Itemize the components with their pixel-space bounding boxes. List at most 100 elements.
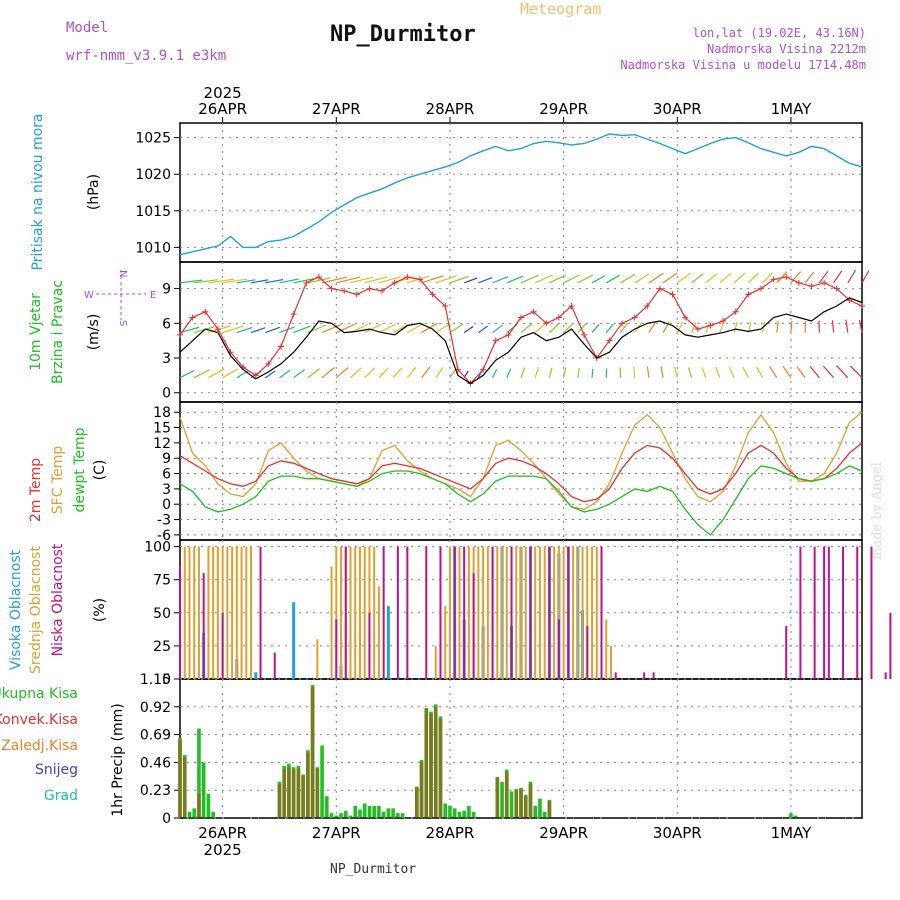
top-day-label: 29APR [539,100,588,118]
wind-arrow [463,326,474,334]
wind-gust-marker [656,285,663,292]
cloud-bar-niska [335,619,338,679]
wind-gust-marker [442,302,449,309]
label-temp-unit: (C) [92,460,108,481]
wind-arrow [336,323,356,334]
ytick-label-temperature: -3 [157,513,171,529]
precip-bar-konvek [301,775,305,818]
precip-bar-konvek [424,709,429,818]
top-day-label: 26APR [198,100,247,118]
wind-gust-marker [619,320,626,327]
wind-gust-marker [833,285,840,292]
ytick-label-clouds: 25 [153,639,171,655]
top-day-label: 1MAY [771,100,813,118]
cloud-bar-niska [406,546,409,679]
cloud-bar-srednja [557,546,560,679]
wind-arrow [705,322,711,333]
cloud-bar-niska [889,612,892,679]
wind-arrow [836,365,849,379]
cloud-bar-srednja [373,546,376,679]
wind-gust-marker [644,302,651,309]
cloud-bar-srednja [354,546,357,679]
wind-arrow [279,278,299,284]
wind-arrow [822,365,835,379]
cloud-bar-niska [425,546,428,679]
wind-arrow [591,323,600,333]
cloud-bar-srednja [586,546,589,679]
bottom-station-name: NP_Durmitor [330,862,417,877]
wind-gust-marker [341,287,348,294]
cloud-bar-niska [870,546,873,679]
sfc-temp-line [179,411,863,510]
ytick-label-pressure: 1020 [135,167,171,183]
cloud-bar-niska [643,672,646,679]
label-low-cloud: Niska Oblacnost [50,543,66,656]
cloud-bar-srednja [543,546,546,679]
wind-gust-marker [290,311,297,318]
cloud-bar-niska [842,546,845,679]
precip-bar-ukupna [343,810,348,818]
cloud-bar-srednja [250,546,253,679]
precip-bar-ukupna [348,815,353,818]
wind-gust-marker [808,283,815,290]
wind-arrow [563,274,580,284]
cloud-bar-niska [453,546,456,679]
wind-arrow [435,275,457,284]
wind-gust-marker [278,343,285,350]
cloud-bar-srednja [553,546,556,679]
wind-arrow [563,322,574,334]
wind-arrow [520,322,533,334]
wind-arrow [378,276,401,284]
wind-arrow [831,320,835,333]
wind-arrow [747,272,760,284]
cloud-bar-srednja [216,546,219,679]
ytick-label-clouds: 100 [144,540,171,556]
wind-gust-marker [366,285,373,292]
cloud-bar-niska [221,612,224,679]
wind-arrow [478,277,493,284]
legend-precip-0: Ukupna Kisa [0,686,78,702]
wind-arrow [350,367,362,379]
wind-gust-marker [757,285,764,292]
wind-gust-marker [694,326,701,333]
wind-arrow [715,367,721,378]
wind-arrow [845,319,849,333]
model-name: wrf-nmm_v3.9.1 e3km [66,48,227,64]
top-day-label: 30APR [653,100,702,118]
wind-arrow [733,321,738,333]
cloud-bar-srednja [183,546,186,679]
wind-arrow [728,366,735,378]
wind-arrow [687,367,693,378]
wind-arrow [279,369,291,379]
wind-arrow [520,274,539,284]
cloud-bar-srednja [605,619,608,679]
wind-arrow [179,326,200,334]
label-mid-cloud: Srednja Oblacnost [28,546,44,674]
wind-gust-marker [720,318,727,325]
cloud-bar-niska [652,672,655,679]
cloud-bar-srednja [477,546,480,679]
wind-gust-marker [353,291,360,298]
wind-arrow [364,367,376,379]
legend-precip-2: Zaledj.Kisa [1,738,78,754]
cloud-bar-srednja [197,546,200,679]
wind-gust-marker [391,279,398,286]
precip-bar-ukupna [339,813,343,818]
precip-bar-ukupna [367,805,372,818]
wind-arrow [549,322,560,334]
ytick-label-temperature: 15 [153,421,171,437]
wind-gust-marker [303,279,310,286]
precip-bar-konvek [415,787,419,818]
label-wind-sub: Brzina i Pravac [50,280,66,384]
cloud-bar-niska [202,573,205,679]
cloud-bar-niska [813,546,816,679]
precip-bar-ukupna [386,808,391,818]
legend-precip-3: Snijeg [35,762,78,778]
wind-gust-line [179,276,863,385]
ytick-label-wind: 3 [162,351,171,367]
precip-bar-konvek [523,796,528,818]
wind-arrow [646,366,650,378]
wind-gust-marker [404,274,411,281]
cloud-bar-srednja [335,546,338,679]
precip-bar-ukupna [206,793,211,818]
